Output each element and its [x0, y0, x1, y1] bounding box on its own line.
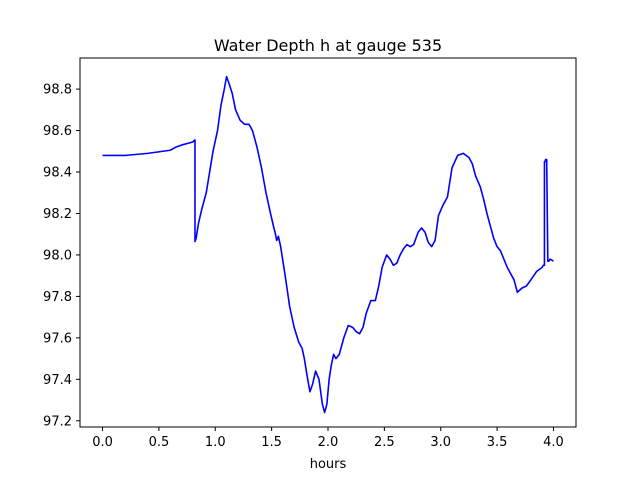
x-tick-label: 4.0: [543, 435, 564, 450]
chart-title: Water Depth h at gauge 535: [214, 36, 442, 55]
plot-frame: [79, 57, 577, 428]
y-tick-label: 98.8: [43, 83, 72, 98]
y-tick-label: 97.2: [43, 414, 72, 429]
x-tick-label: 0.5: [149, 435, 170, 450]
y-tick-label: 98.6: [43, 124, 72, 139]
y-tick-label: 97.4: [43, 373, 72, 388]
x-tick-label: 0.0: [92, 435, 113, 450]
x-tick-label: 3.5: [487, 435, 508, 450]
x-tick-label: 1.5: [261, 435, 282, 450]
x-tick-label: 1.0: [205, 435, 226, 450]
plot-area: [102, 75, 554, 414]
y-tick-label: 98.0: [43, 248, 72, 263]
y-tick-label: 98.4: [43, 166, 72, 181]
y-tick-label: 97.6: [43, 331, 72, 346]
y-tick-label: 97.8: [43, 290, 72, 305]
y-axis: 97.2 97.4 97.6 97.8 98.0 98.2 98.4 98.6 98.8: [43, 83, 80, 429]
x-axis: 0.0 0.5 1.0 1.5 2.0 2.5 3.0 3.5 4.0: [92, 427, 564, 450]
series-line-0: [102, 75, 554, 414]
x-tick-label: 2.5: [374, 435, 395, 450]
x-tick-label: 3.0: [430, 435, 451, 450]
y-tick-label: 98.2: [43, 207, 72, 222]
x-axis-label: hours: [310, 457, 347, 472]
x-tick-label: 2.0: [318, 435, 339, 450]
